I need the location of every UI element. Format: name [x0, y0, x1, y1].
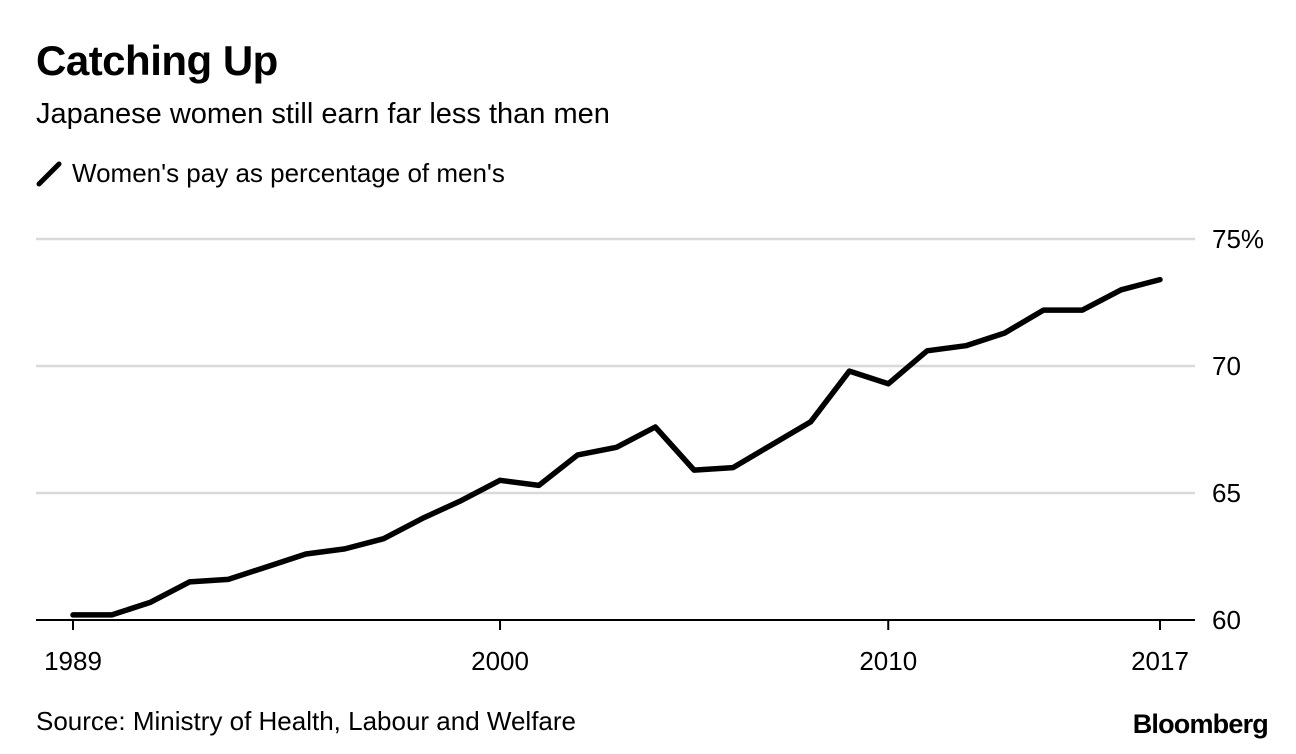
x-tick-label: 2017 — [1131, 646, 1189, 676]
chart-title: Catching Up — [36, 37, 278, 84]
legend: Women's pay as percentage of men's — [36, 158, 505, 189]
x-tick-label: 1989 — [44, 646, 102, 676]
x-tick-label: 2010 — [859, 646, 917, 676]
y-tick-label: 65 — [1212, 478, 1241, 508]
x-tick-label: 2000 — [471, 646, 529, 676]
legend-line-icon — [36, 161, 62, 187]
y-tick-label: 70 — [1212, 351, 1241, 381]
y-tick-label: 60 — [1212, 605, 1241, 635]
chart-subtitle: Japanese women still earn far less than … — [36, 98, 610, 130]
y-tick-label: 75% — [1212, 224, 1264, 254]
legend-label: Women's pay as percentage of men's — [72, 158, 505, 188]
bloomberg-logo: Bloomberg — [1132, 709, 1269, 739]
source-note: Source: Ministry of Health, Labour and W… — [36, 706, 577, 736]
